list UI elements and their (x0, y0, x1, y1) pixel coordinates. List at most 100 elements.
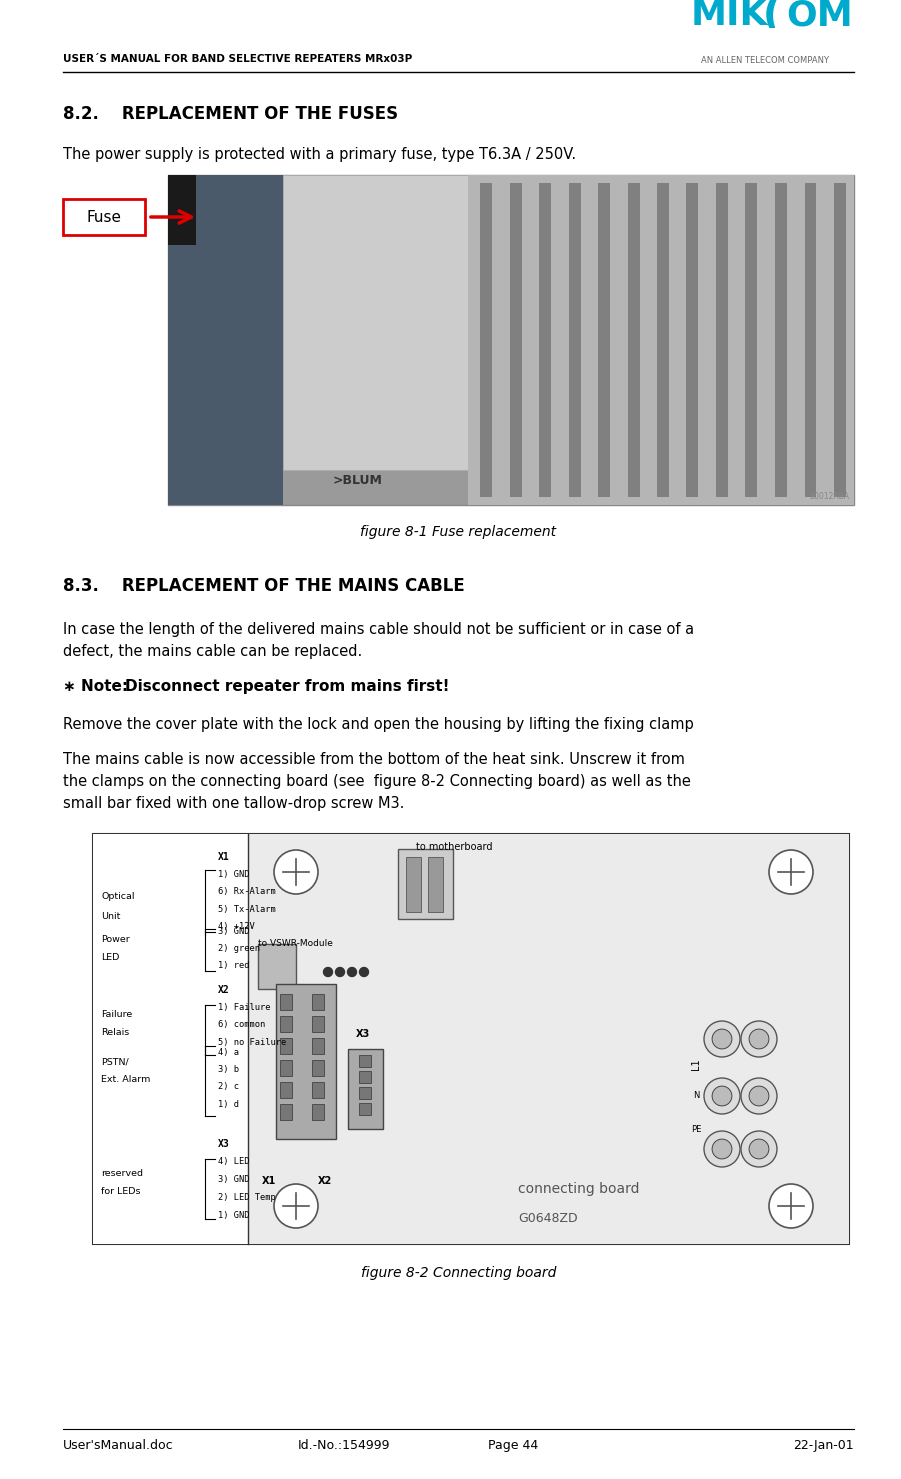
Bar (280, 1060, 292, 1077)
Circle shape (749, 1086, 769, 1106)
Bar (168, 175, 196, 246)
Text: 4) a: 4) a (218, 1047, 239, 1056)
Text: MIK: MIK (691, 0, 769, 33)
Circle shape (749, 1139, 769, 1160)
Bar (627, 183, 640, 497)
Text: figure 8-1 Fuse replacement: figure 8-1 Fuse replacement (360, 525, 557, 538)
Text: USER´S MANUAL FOR BAND SELECTIVE REPEATERS MRx03P: USER´S MANUAL FOR BAND SELECTIVE REPEATE… (63, 55, 413, 64)
Circle shape (359, 967, 369, 976)
Text: X3: X3 (356, 1029, 370, 1040)
Text: Power: Power (101, 935, 130, 944)
Bar (168, 175, 854, 504)
Text: User'sManual.doc: User'sManual.doc (63, 1439, 174, 1452)
Text: Page 44: Page 44 (488, 1439, 539, 1452)
Text: connecting board: connecting board (518, 1182, 640, 1197)
Bar (280, 1016, 292, 1032)
Text: The power supply is protected with a primary fuse, type T6.3A / 250V.: The power supply is protected with a pri… (63, 146, 576, 163)
Text: The mains cable is now accessible from the bottom of the heat sink. Unscrew it f: The mains cable is now accessible from t… (63, 751, 685, 768)
Text: 6) Rx-Alarm: 6) Rx-Alarm (218, 887, 276, 896)
Text: 1) GND: 1) GND (218, 1211, 250, 1220)
Circle shape (769, 1185, 813, 1228)
Text: 5) no Failure: 5) no Failure (218, 1038, 287, 1047)
Text: Relais: Relais (101, 1028, 129, 1037)
Circle shape (749, 1029, 769, 1049)
Text: 3) GND: 3) GND (218, 927, 250, 936)
Bar (283, 175, 468, 470)
Bar (312, 1060, 324, 1077)
Circle shape (712, 1086, 732, 1106)
Text: to VSWR-Module: to VSWR-Module (258, 939, 332, 948)
Text: small bar fixed with one tallow-drop screw M3.: small bar fixed with one tallow-drop scr… (63, 796, 405, 810)
Text: 2) LED Temp: 2) LED Temp (218, 1194, 276, 1202)
Circle shape (704, 1021, 740, 1057)
Bar (775, 183, 787, 497)
Text: 8.2.    REPLACEMENT OF THE FUSES: 8.2. REPLACEMENT OF THE FUSES (63, 105, 398, 123)
Bar (716, 183, 728, 497)
Text: 2) green: 2) green (218, 944, 260, 952)
Text: ∗ Note:: ∗ Note: (63, 679, 128, 694)
Text: 1) red: 1) red (218, 961, 250, 970)
Circle shape (741, 1021, 777, 1057)
Text: 22-Jan-01: 22-Jan-01 (794, 1439, 854, 1452)
Bar (480, 183, 492, 497)
Text: figure 8-2 Connecting board: figure 8-2 Connecting board (360, 1266, 556, 1279)
Text: 6) common: 6) common (218, 1021, 265, 1029)
Text: G0648ZD: G0648ZD (518, 1211, 578, 1225)
Bar (359, 1071, 371, 1083)
Text: to motherboard: to motherboard (416, 842, 493, 852)
Bar (687, 183, 698, 497)
Bar (834, 183, 846, 497)
Bar (359, 1103, 371, 1115)
Bar (468, 175, 854, 504)
Text: 1) d: 1) d (218, 1100, 239, 1109)
Text: In case the length of the delivered mains cable should not be sufficient or in c: In case the length of the delivered main… (63, 623, 694, 637)
Circle shape (335, 967, 344, 976)
Circle shape (323, 967, 332, 976)
Text: 1) GND: 1) GND (218, 870, 250, 879)
Bar (312, 1016, 324, 1032)
Text: LED: LED (101, 952, 119, 961)
Circle shape (769, 850, 813, 893)
Text: Optical: Optical (101, 892, 134, 901)
Text: Disconnect repeater from mains first!: Disconnect repeater from mains first! (125, 679, 450, 694)
Circle shape (741, 1078, 777, 1114)
Bar (359, 1055, 371, 1066)
Text: PSTN/: PSTN/ (101, 1057, 129, 1066)
Text: 4) +12V: 4) +12V (218, 923, 255, 932)
Text: >BLUM: >BLUM (333, 473, 383, 487)
Bar (406, 856, 422, 913)
Bar (93, 834, 849, 1244)
Bar (805, 183, 816, 497)
Bar (348, 1049, 383, 1128)
Text: Ext. Alarm: Ext. Alarm (101, 1075, 150, 1084)
Text: X2: X2 (218, 985, 230, 995)
Bar (93, 834, 248, 1244)
Bar (745, 183, 758, 497)
Bar (280, 1103, 292, 1120)
Text: PE: PE (691, 1124, 701, 1133)
Text: 3) GND: 3) GND (218, 1174, 250, 1185)
Bar (258, 944, 296, 989)
Text: X1: X1 (262, 1176, 277, 1186)
Bar (539, 183, 551, 497)
Text: reserved: reserved (101, 1168, 143, 1177)
Bar (509, 183, 522, 497)
Bar (569, 183, 580, 497)
Text: N: N (693, 1092, 699, 1100)
Text: X2: X2 (318, 1176, 332, 1186)
Bar (312, 994, 324, 1010)
Bar (428, 856, 443, 913)
Text: defect, the mains cable can be replaced.: defect, the mains cable can be replaced. (63, 643, 362, 660)
Text: 2) c: 2) c (218, 1083, 239, 1092)
Bar (248, 834, 849, 1244)
Circle shape (274, 850, 318, 893)
Circle shape (741, 1131, 777, 1167)
Bar (598, 183, 610, 497)
Bar (312, 1103, 324, 1120)
Text: 1) Failure: 1) Failure (218, 1003, 270, 1012)
Text: Fuse: Fuse (86, 210, 122, 225)
Bar (280, 1083, 292, 1097)
Text: B0012ABA: B0012ABA (809, 493, 849, 501)
Text: Unit: Unit (101, 913, 121, 921)
Text: (: ( (763, 0, 782, 33)
